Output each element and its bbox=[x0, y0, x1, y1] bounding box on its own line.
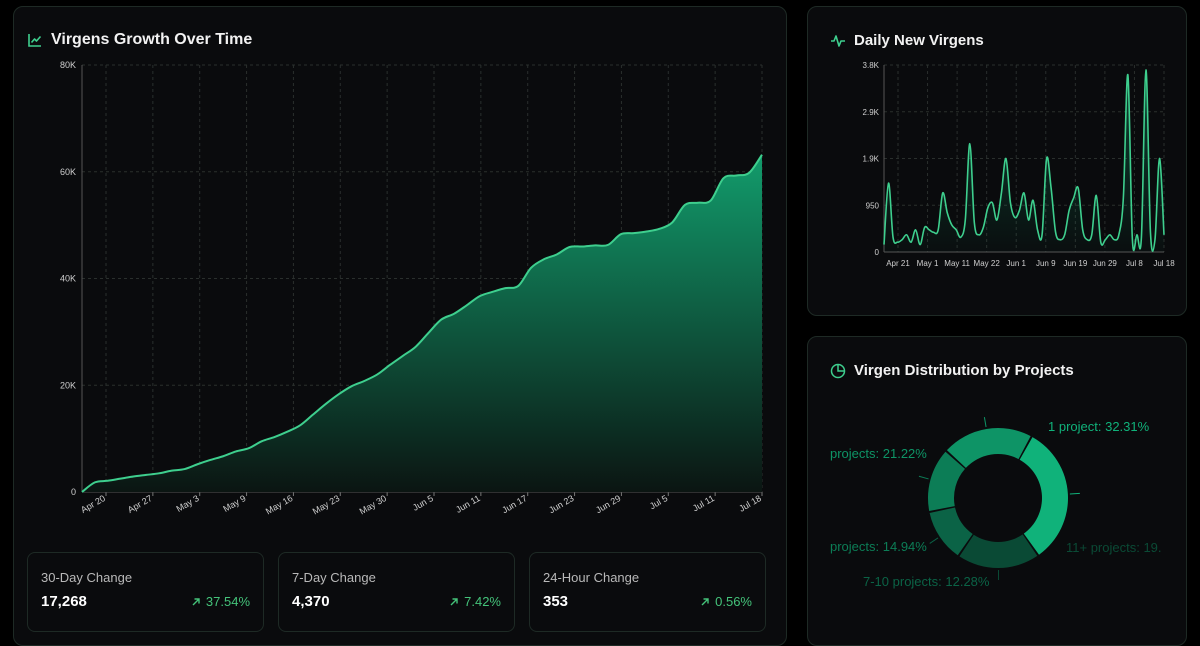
growth-chart: 0 20K 40K 60K 80K Apr 20 Apr 27 May 3 May 9 May 1… bbox=[14, 7, 787, 537]
x-tick-label: Jun 29 bbox=[594, 493, 622, 515]
slice-leader-line bbox=[919, 476, 929, 479]
stat-card-7-day: 7-Day Change 4,370 7.42% bbox=[278, 552, 515, 632]
x-tick-label: Jun 1 bbox=[1006, 259, 1026, 268]
stat-label: 7-Day Change bbox=[292, 570, 376, 585]
x-tick-label: Jun 23 bbox=[547, 493, 575, 515]
x-tick-label: May 1 bbox=[917, 259, 939, 268]
y-tick-label: 950 bbox=[866, 201, 880, 210]
y-tick-label: 60K bbox=[60, 167, 76, 177]
stat-change-value: 7.42% bbox=[464, 594, 501, 609]
x-tick-label: Jun 29 bbox=[1093, 259, 1118, 268]
x-tick-label: May 3 bbox=[174, 493, 200, 514]
daily-chart: 0 950 1.9K 2.9K 3.8K Apr 21 May 1 May 11 May 22 J… bbox=[808, 7, 1187, 307]
stat-card-30-day: 30-Day Change 17,268 37.54% bbox=[27, 552, 264, 632]
slice-label: 7-10 projects: 12.28% bbox=[863, 574, 990, 589]
x-tick-label: Jun 17 bbox=[500, 493, 528, 515]
x-tick-label: Jun 19 bbox=[1063, 259, 1088, 268]
stat-change: 7.42% bbox=[449, 594, 501, 609]
x-tick-label: Apr 27 bbox=[126, 493, 154, 515]
growth-area bbox=[82, 155, 762, 492]
stat-card-24-hour: 24-Hour Change 353 0.56% bbox=[529, 552, 766, 632]
stat-change: 0.56% bbox=[700, 594, 752, 609]
slice-leader-line bbox=[1070, 493, 1080, 494]
donut-slice bbox=[1020, 437, 1068, 555]
slice-label: 1 project: 32.31% bbox=[1048, 419, 1150, 434]
x-tick-label: May 23 bbox=[311, 493, 342, 516]
x-tick-label: May 11 bbox=[944, 259, 970, 268]
y-tick-label: 0 bbox=[71, 487, 76, 497]
x-tick-label: May 16 bbox=[264, 493, 295, 516]
slice-label: projects: 14.94% bbox=[830, 539, 927, 554]
x-tick-label: May 22 bbox=[974, 259, 1001, 268]
stat-change-value: 0.56% bbox=[715, 594, 752, 609]
y-tick-label: 40K bbox=[60, 274, 76, 284]
x-tick-label: Jul 18 bbox=[737, 493, 763, 514]
arrow-up-right-icon bbox=[700, 597, 710, 607]
stat-value: 17,268 bbox=[41, 593, 87, 610]
stat-label: 24-Hour Change bbox=[543, 570, 639, 585]
arrow-up-right-icon bbox=[191, 597, 201, 607]
slice-leader-line bbox=[930, 538, 938, 544]
x-tick-label: Jul 18 bbox=[1153, 259, 1175, 268]
stat-value: 4,370 bbox=[292, 593, 330, 610]
x-tick-label: May 9 bbox=[221, 493, 247, 514]
y-tick-label: 1.9K bbox=[863, 155, 880, 164]
y-tick-label: 80K bbox=[60, 60, 76, 70]
stat-label: 30-Day Change bbox=[41, 570, 132, 585]
x-tick-label: Jun 9 bbox=[1036, 259, 1056, 268]
slice-label: projects: 21.22% bbox=[830, 446, 927, 461]
x-tick-label: Jun 11 bbox=[454, 493, 482, 515]
arrow-up-right-icon bbox=[449, 597, 459, 607]
x-tick-label: Apr 20 bbox=[79, 493, 107, 515]
stat-change: 37.54% bbox=[191, 594, 250, 609]
slice-leader-line bbox=[984, 417, 986, 427]
y-tick-label: 2.9K bbox=[863, 108, 880, 117]
stat-change-value: 37.54% bbox=[206, 594, 250, 609]
donut-slice bbox=[947, 428, 1031, 468]
x-tick-label: Apr 21 bbox=[886, 259, 910, 268]
y-tick-label: 20K bbox=[60, 380, 76, 390]
distribution-donut-chart: 1 project: 32.31% 11+ projects: 19. 7-10 p… bbox=[808, 337, 1187, 637]
x-tick-label: Jul 5 bbox=[648, 493, 669, 511]
y-tick-label: 0 bbox=[875, 248, 880, 257]
donut-slice bbox=[959, 534, 1037, 568]
slice-label: 11+ projects: 19. bbox=[1066, 540, 1162, 555]
x-tick-label: Jun 5 bbox=[411, 493, 435, 513]
daily-area bbox=[884, 70, 1164, 252]
x-tick-label: Jul 8 bbox=[1126, 259, 1143, 268]
distribution-card: Virgen Distribution by Projects 1 projec… bbox=[807, 336, 1187, 646]
y-tick-label: 3.8K bbox=[863, 61, 880, 70]
stat-value: 353 bbox=[543, 593, 568, 610]
x-tick-label: Jul 11 bbox=[691, 493, 716, 513]
x-tick-label: May 30 bbox=[358, 493, 389, 516]
